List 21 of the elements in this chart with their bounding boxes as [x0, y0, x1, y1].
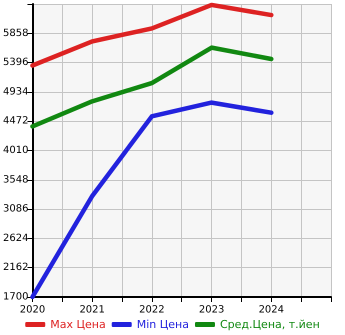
x-tick-label: 2023: [198, 304, 224, 316]
x-tick-label: 2024: [258, 304, 284, 316]
y-tick-label: 3086: [2, 204, 28, 215]
x-tick-label: 2020: [20, 304, 46, 316]
x-tick-label: 2022: [139, 304, 165, 316]
y-tick-label: 1700: [2, 292, 28, 302]
x-tick-label: 2021: [79, 304, 105, 316]
y-tick-label: 5858: [2, 28, 28, 39]
legend-label: Сред.Цена, т.йен: [220, 318, 320, 331]
legend-label: Max Цена: [50, 318, 106, 331]
y-tick-label: 3548: [2, 174, 28, 186]
y-tick-label: 4472: [2, 116, 28, 127]
y-tick-label: 2162: [2, 262, 28, 274]
line-series: [30, 100, 274, 300]
y-tick-label: 4934: [2, 86, 28, 98]
y-tick-label: 2624: [2, 232, 28, 244]
line-series: [30, 2, 274, 68]
legend-label: Min Цена: [136, 318, 189, 331]
y-tick-label: 4010: [2, 145, 28, 156]
y-tick-label: 5396: [2, 57, 28, 68]
line-series: [30, 45, 274, 129]
